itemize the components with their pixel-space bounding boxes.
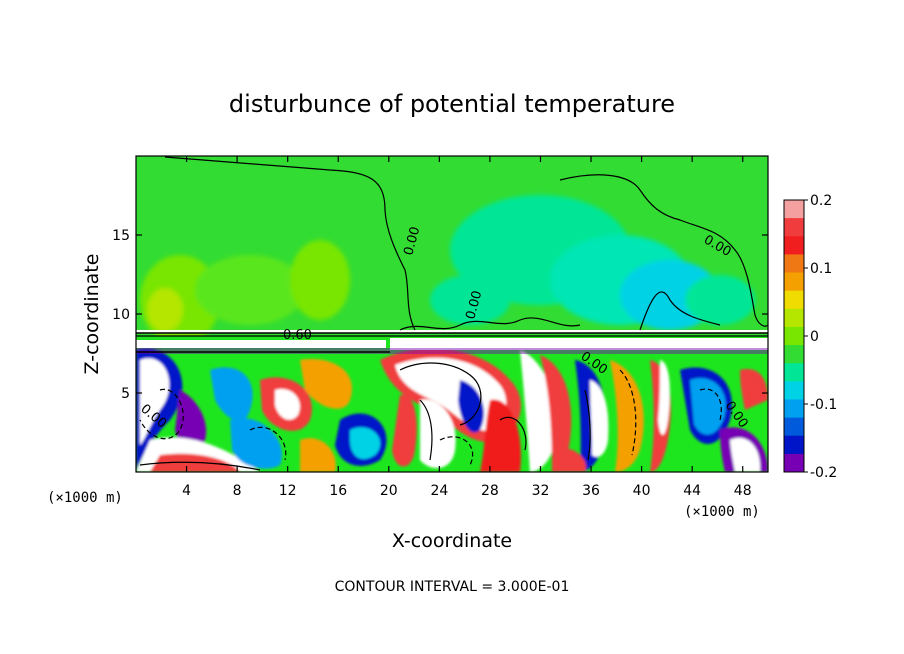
upper-layer-anomalies — [140, 195, 755, 345]
y-axis-ticks: 5 10 15 — [112, 228, 768, 402]
colorbar-swatch — [784, 453, 804, 473]
colorbar-tick-label: 0.2 — [810, 193, 832, 209]
x-tick-label: 24 — [430, 483, 448, 499]
contour-label: 0.00 — [463, 289, 485, 321]
colorbar-tick-label: -0.1 — [810, 397, 837, 413]
x-tick-label: 12 — [279, 483, 297, 499]
contour-label: 0.00 — [401, 225, 423, 257]
cool-anomaly — [430, 275, 510, 325]
colorbar-swatch — [784, 236, 804, 255]
x-tick-label: 44 — [683, 483, 701, 499]
y-tick-label: 5 — [121, 386, 130, 402]
colorbar-ticks: 0.2 0.1 0 -0.1 -0.2 — [804, 193, 837, 481]
y-tick-label: 10 — [112, 307, 130, 323]
x-tick-label: 40 — [633, 483, 651, 499]
colorbar-swatch — [784, 326, 804, 346]
y-axis-label: Z-coordinate — [81, 254, 103, 375]
x-axis-ticks: 4 8 12 16 20 24 28 32 36 40 44 48 — [182, 156, 752, 499]
colorbar-tick-label: 0 — [810, 329, 819, 345]
colorbar-swatch — [784, 272, 804, 292]
interface-band — [136, 330, 768, 333]
x-tick-label: 48 — [734, 483, 752, 499]
colorbar-tick-label: 0.1 — [810, 261, 832, 277]
x-tick-label: 16 — [329, 483, 347, 499]
x-tick-label: 36 — [582, 483, 600, 499]
colorbar-tick-label: -0.2 — [810, 465, 837, 481]
interface-band — [136, 348, 768, 354]
warm-anomaly — [147, 288, 183, 332]
chart-title: disturbunce of potential temperature — [229, 90, 675, 118]
heatmap-field — [136, 156, 768, 472]
colorbar — [784, 200, 804, 473]
x-tick-label: 20 — [380, 483, 398, 499]
warm-anomaly — [290, 240, 350, 320]
cool-anomaly — [685, 275, 755, 325]
warm-anomaly — [195, 255, 305, 325]
x-tick-label: 8 — [233, 483, 242, 499]
contour-lines — [136, 156, 768, 471]
colorbar-swatch — [784, 417, 804, 437]
x-origin-unit: (×1000 m) — [47, 490, 123, 506]
x-tick-label: 32 — [532, 483, 550, 499]
x-axis-unit: (×1000 m) — [684, 504, 760, 520]
lower-layer-eddies — [136, 348, 768, 472]
colorbar-swatch — [784, 290, 804, 310]
x-tick-label: 28 — [481, 483, 499, 499]
colorbar-swatch — [784, 345, 804, 364]
colorbar-swatch — [784, 435, 804, 455]
x-axis-label: X-coordinate — [392, 530, 512, 552]
interface-band — [390, 338, 768, 350]
colorbar-swatch — [784, 218, 804, 237]
colorbar-swatch — [784, 363, 804, 382]
colorbar-swatch — [784, 200, 804, 219]
colorbar-swatch — [784, 381, 804, 400]
interface-band — [136, 340, 386, 348]
colorbar-swatch — [784, 254, 804, 274]
contour-label: 0.60 — [283, 328, 312, 343]
y-tick-label: 15 — [112, 228, 130, 244]
colorbar-swatch — [784, 308, 804, 328]
contour-interval: CONTOUR INTERVAL = 3.000E-01 — [335, 579, 570, 595]
x-tick-label: 4 — [182, 483, 191, 499]
colorbar-swatch — [784, 399, 804, 419]
